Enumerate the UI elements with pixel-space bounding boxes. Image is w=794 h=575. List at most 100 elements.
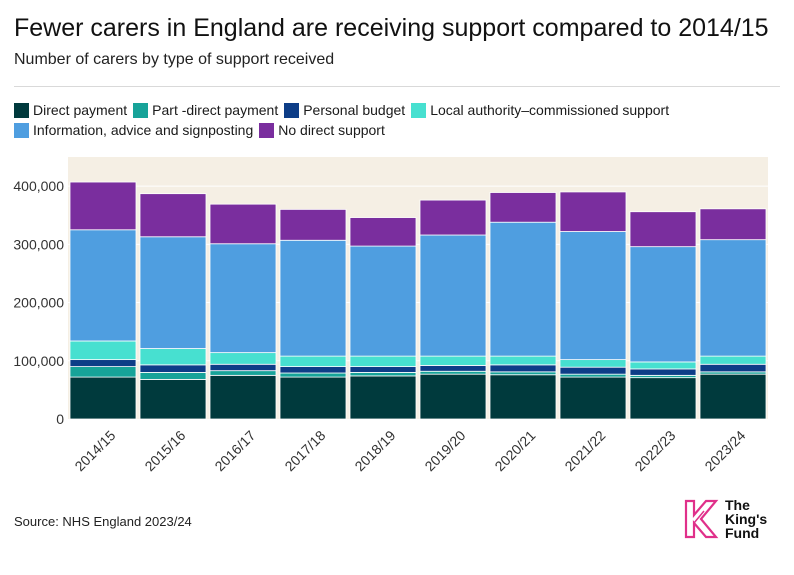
x-tick-label: 2017/18 bbox=[281, 427, 328, 474]
bar-segment bbox=[419, 370, 487, 375]
bar-segment bbox=[699, 373, 767, 420]
chart-subtitle: Number of carers by type of support rece… bbox=[14, 51, 335, 68]
bar-segment bbox=[489, 371, 557, 376]
bar-segment bbox=[559, 373, 627, 378]
kings-fund-logo-icon bbox=[684, 499, 719, 539]
chart-legend: Direct payment Part -direct payment Pers… bbox=[14, 100, 714, 140]
bar-segment bbox=[349, 375, 417, 420]
x-axis: 2014/15 2015/16 2016/17 2017/18 2018/19 2019/… bbox=[71, 427, 748, 474]
legend-label: No direct support bbox=[278, 122, 385, 138]
legend-row-2: Information, advice and signposting No d… bbox=[14, 120, 714, 140]
bar-segment bbox=[69, 366, 137, 378]
legend-item-information-advice: Information, advice and signposting bbox=[14, 120, 253, 140]
x-tick-label: 2023/24 bbox=[701, 427, 748, 474]
x-tick-label: 2018/19 bbox=[351, 427, 398, 474]
legend-item-part-direct-payment: Part -direct payment bbox=[133, 100, 278, 120]
legend-label: Direct payment bbox=[33, 102, 128, 118]
bar-segment bbox=[699, 239, 767, 357]
bar-segment bbox=[209, 352, 277, 365]
bar-segment bbox=[699, 208, 767, 241]
bar-segment bbox=[559, 366, 627, 375]
y-tick-label: 300,000 bbox=[13, 236, 64, 252]
legend-label: Part -direct payment bbox=[152, 102, 279, 118]
kings-fund-logo: The King's Fund bbox=[682, 497, 767, 541]
bar-segment bbox=[489, 192, 557, 223]
bar-segment bbox=[69, 181, 137, 231]
bar-segment bbox=[279, 366, 347, 374]
x-tick-label: 2014/15 bbox=[71, 427, 118, 474]
y-tick-label: 200,000 bbox=[13, 295, 64, 311]
bar-segment bbox=[629, 211, 697, 248]
x-tick-label: 2020/21 bbox=[491, 427, 538, 474]
bar-segment bbox=[489, 364, 557, 373]
x-tick-label: 2016/17 bbox=[211, 427, 258, 474]
legend-item-local-authority-support: Local authority–commissioned support bbox=[411, 100, 669, 120]
bar-segment bbox=[209, 203, 277, 245]
bar-segment bbox=[629, 246, 697, 363]
bar-segment bbox=[139, 193, 207, 238]
legend-item-no-direct-support: No direct support bbox=[259, 120, 385, 140]
legend-swatch bbox=[411, 102, 427, 118]
logo-line-2: King's bbox=[725, 511, 768, 527]
legend-label: Information, advice and signposting bbox=[33, 122, 254, 138]
bar-segment bbox=[419, 199, 487, 236]
bar-segment bbox=[699, 363, 767, 373]
bar-segment bbox=[489, 374, 557, 420]
bar-segment bbox=[279, 239, 347, 357]
bar-segment bbox=[629, 361, 697, 370]
bar-segment bbox=[279, 376, 347, 420]
legend-row-1: Direct payment Part -direct payment Pers… bbox=[14, 100, 714, 120]
x-tick-label: 2019/20 bbox=[421, 427, 468, 474]
bar-segment bbox=[419, 355, 487, 366]
legend-swatch bbox=[133, 102, 149, 118]
bar-segment bbox=[349, 372, 417, 377]
bar-segment bbox=[209, 374, 277, 420]
bar-segment bbox=[279, 208, 347, 241]
legend-swatch bbox=[259, 122, 275, 138]
legend-item-personal-budget: Personal budget bbox=[284, 100, 405, 120]
bar-segment bbox=[349, 366, 417, 373]
bar-segment bbox=[559, 376, 627, 420]
bar-segment bbox=[139, 372, 207, 380]
bar-segment bbox=[209, 243, 277, 354]
x-tick-label: 2021/22 bbox=[561, 427, 608, 474]
bar-segment bbox=[69, 359, 137, 368]
x-tick-label: 2015/16 bbox=[141, 427, 188, 474]
bar-segment bbox=[559, 231, 627, 361]
bars bbox=[69, 181, 767, 420]
bar-segment bbox=[489, 355, 557, 366]
legend-swatch bbox=[14, 102, 29, 118]
bar-segment bbox=[139, 236, 207, 349]
bar-segment bbox=[209, 370, 277, 376]
bar-segment bbox=[209, 363, 277, 372]
logo-line-3: Fund bbox=[725, 525, 760, 541]
chart-title: Fewer carers in England are receiving su… bbox=[14, 14, 769, 42]
bar-segment bbox=[559, 359, 627, 368]
bar-segment bbox=[279, 355, 347, 367]
bar-segment bbox=[489, 221, 557, 357]
y-tick-label: 0 bbox=[56, 411, 64, 427]
bar-segment bbox=[419, 373, 487, 420]
bar-segment bbox=[349, 245, 417, 357]
bar-segment bbox=[69, 340, 137, 361]
bar-segment bbox=[349, 355, 417, 367]
bar-segment bbox=[559, 191, 627, 232]
source-note: Source: NHS England 2023/24 bbox=[14, 514, 192, 529]
legend-swatch bbox=[284, 102, 300, 118]
legend-label: Local authority–commissioned support bbox=[430, 102, 670, 118]
y-tick-label: 400,000 bbox=[13, 178, 64, 194]
bar-segment bbox=[139, 379, 207, 420]
title-divider bbox=[14, 86, 780, 87]
bar-segment bbox=[69, 376, 137, 420]
bar-segment bbox=[419, 234, 487, 357]
y-axis: 0 100,000 200,000 300,000 400,000 bbox=[13, 178, 64, 427]
bar-segment bbox=[349, 217, 417, 247]
bar-segment bbox=[419, 365, 487, 372]
bar-segment bbox=[139, 364, 207, 373]
legend-swatch bbox=[14, 122, 29, 138]
bar-segment bbox=[629, 368, 697, 376]
bar-segment bbox=[699, 355, 767, 365]
bar-segment bbox=[69, 229, 137, 342]
y-tick-label: 100,000 bbox=[13, 353, 64, 369]
